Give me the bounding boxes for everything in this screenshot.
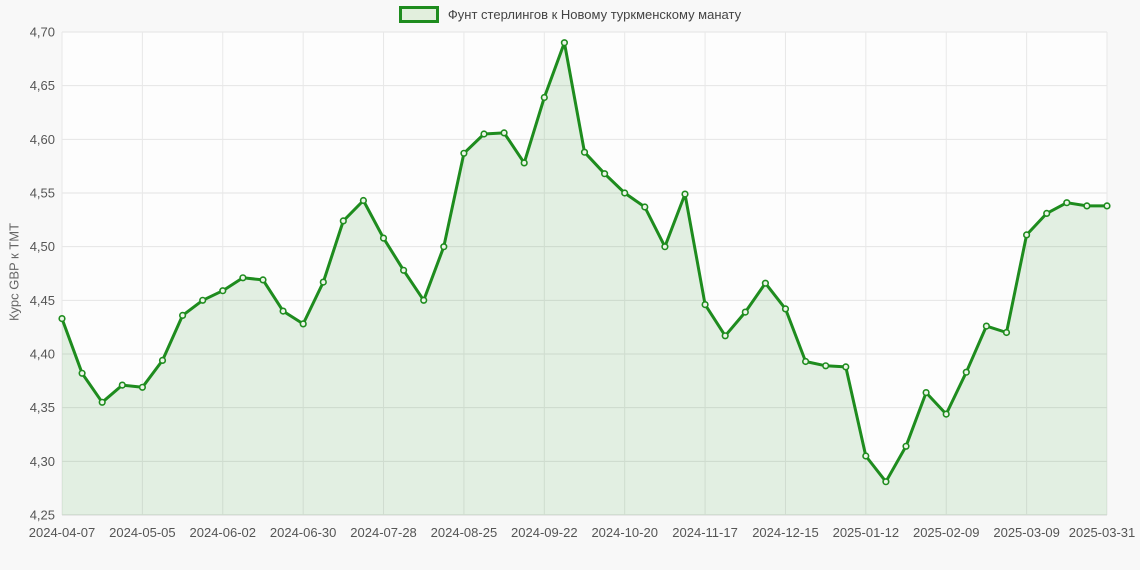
y-tick-label: 4,45 xyxy=(30,293,55,308)
data-point-marker[interactable] xyxy=(882,478,890,486)
data-point-marker[interactable] xyxy=(440,243,448,251)
data-point-marker[interactable] xyxy=(138,383,146,391)
data-point-marker[interactable] xyxy=(98,398,106,406)
data-point-marker[interactable] xyxy=(761,279,770,287)
data-point-marker[interactable] xyxy=(158,356,167,365)
data-point-marker[interactable] xyxy=(540,93,548,102)
data-point-marker[interactable] xyxy=(982,322,991,330)
x-tick-label: 2024-04-07 xyxy=(29,525,96,540)
series-area xyxy=(62,42,1107,515)
x-tick-label: 2025-03-09 xyxy=(993,525,1060,540)
chart-legend: Фунт стерлингов к Новому туркменскому ма… xyxy=(0,5,1140,23)
data-point-marker[interactable] xyxy=(801,357,810,366)
x-tick-label: 2024-10-20 xyxy=(591,525,658,540)
data-point-marker[interactable] xyxy=(741,308,749,316)
x-tick-label: 2024-05-05 xyxy=(109,525,176,540)
data-point-marker[interactable] xyxy=(600,170,609,178)
plot-area-svg[interactable]: 4,25 4,30 4,35 4,40 4,45 4,50 4,55 4,60 4,65 4,70… xyxy=(29,25,1136,541)
data-point-marker[interactable] xyxy=(480,130,488,138)
y-tick-label: 4,40 xyxy=(30,347,55,362)
data-point-marker[interactable] xyxy=(1103,202,1111,210)
y-tick-label: 4,35 xyxy=(30,400,55,415)
data-point-marker[interactable] xyxy=(842,363,850,371)
x-tick-label: 2024-12-15 xyxy=(752,525,819,540)
data-point-marker[interactable] xyxy=(1083,202,1091,210)
data-point-marker[interactable] xyxy=(560,39,569,47)
y-tick-label: 4,70 xyxy=(30,25,55,40)
data-point-marker[interactable] xyxy=(962,368,970,376)
y-tick-label: 4,60 xyxy=(30,132,55,147)
x-tick-label: 2024-06-02 xyxy=(190,525,257,540)
x-tick-label: 2024-08-25 xyxy=(431,525,498,540)
data-point-marker[interactable] xyxy=(460,149,468,157)
data-point-marker[interactable] xyxy=(621,189,629,197)
data-point-marker[interactable] xyxy=(58,315,66,323)
data-point-marker[interactable] xyxy=(862,452,870,460)
legend-item-gbp-tmt[interactable]: Фунт стерлингов к Новому туркменскому ма… xyxy=(398,5,742,23)
legend-label: Фунт стерлингов к Новому туркменскому ма… xyxy=(447,6,742,22)
data-point-marker[interactable] xyxy=(78,369,86,377)
y-axis-title: Курс GBP к TMT xyxy=(6,222,22,322)
y-tick-label: 4,30 xyxy=(30,454,55,469)
x-tick-label: 2025-02-09 xyxy=(913,525,980,540)
y-tick-label: 4,50 xyxy=(30,239,55,254)
plot-area[interactable]: 4,25 4,30 4,35 4,40 4,45 4,50 4,55 4,60 4,65 4,70… xyxy=(29,25,1136,541)
data-point-marker[interactable] xyxy=(359,196,368,205)
data-point-marker[interactable] xyxy=(319,278,327,286)
data-point-marker[interactable] xyxy=(239,274,247,282)
data-point-marker[interactable] xyxy=(641,203,649,211)
data-point-marker[interactable] xyxy=(219,287,227,295)
data-point-marker[interactable] xyxy=(1002,328,1011,337)
x-tick-label: 2025-03-31 xyxy=(1069,525,1136,540)
data-point-marker[interactable] xyxy=(520,159,528,167)
data-point-marker[interactable] xyxy=(1063,199,1071,207)
data-point-marker[interactable] xyxy=(942,410,950,418)
data-point-marker[interactable] xyxy=(721,332,729,340)
y-tick-label: 4,65 xyxy=(30,78,55,93)
x-tick-label: 2024-09-22 xyxy=(511,525,578,540)
data-point-marker[interactable] xyxy=(259,276,267,284)
data-point-marker[interactable] xyxy=(580,148,589,156)
data-point-marker[interactable] xyxy=(1043,209,1051,217)
data-point-marker[interactable] xyxy=(1022,231,1031,239)
data-point-marker[interactable] xyxy=(178,311,187,320)
data-point-marker[interactable] xyxy=(822,362,830,370)
x-tick-label: 2024-06-30 xyxy=(270,525,337,540)
data-point-marker[interactable] xyxy=(339,217,347,225)
data-point-marker[interactable] xyxy=(661,243,669,251)
x-tick-label: 2024-07-28 xyxy=(350,525,417,540)
data-point-marker[interactable] xyxy=(902,442,910,450)
y-tick-label: 4,25 xyxy=(30,508,55,523)
data-point-marker[interactable] xyxy=(379,234,388,242)
data-point-marker[interactable] xyxy=(199,296,207,304)
data-point-marker[interactable] xyxy=(118,381,126,389)
data-point-marker[interactable] xyxy=(420,296,428,304)
y-tick-label: 4,55 xyxy=(30,186,55,201)
data-point-marker[interactable] xyxy=(279,307,287,315)
data-point-marker[interactable] xyxy=(922,389,930,397)
data-point-marker[interactable] xyxy=(500,129,508,137)
data-point-marker[interactable] xyxy=(299,320,307,328)
data-point-marker[interactable] xyxy=(701,301,709,309)
data-point-marker[interactable] xyxy=(400,266,408,274)
x-tick-label: 2025-01-12 xyxy=(833,525,900,540)
legend-swatch-icon xyxy=(398,5,439,23)
data-point-marker[interactable] xyxy=(681,190,689,198)
x-tick-label: 2024-11-17 xyxy=(672,525,738,540)
data-point-marker[interactable] xyxy=(781,305,790,313)
